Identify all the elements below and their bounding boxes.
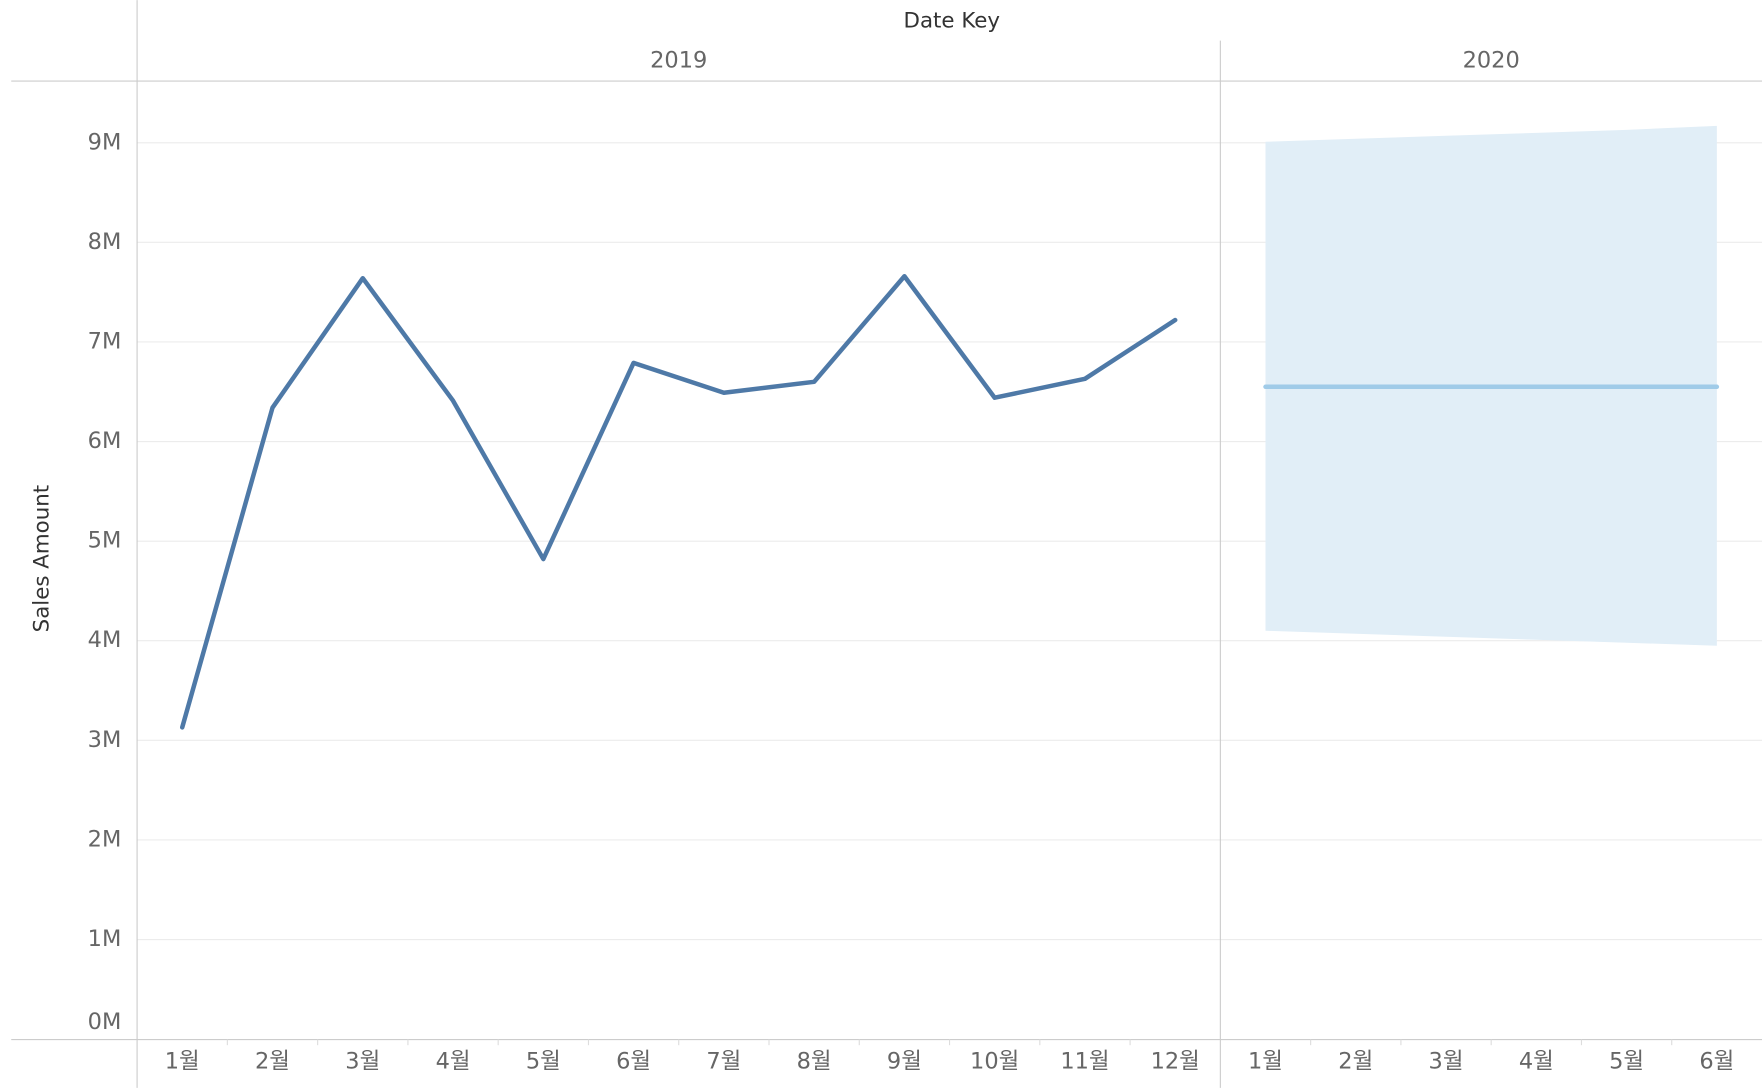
x-title: Date Key [904, 8, 1001, 33]
x-tick-label: 9월 [887, 1049, 922, 1075]
x-tick-label: 8월 [797, 1049, 832, 1075]
x-tick-label: 2월 [255, 1049, 290, 1075]
x-tick-label: 11월 [1060, 1049, 1109, 1075]
y-tick-label: 3M [88, 727, 122, 753]
x-tick-label: 3월 [1429, 1049, 1464, 1075]
y-tick-label: 8M [88, 229, 122, 255]
x-tick-label: 6월 [1699, 1049, 1734, 1075]
year-label: 2019 [650, 47, 707, 73]
year-label: 2020 [1463, 47, 1520, 73]
y-title: Sales Amount [30, 485, 55, 632]
y-tick-label: 5M [88, 528, 122, 554]
y-tick-label: 9M [88, 129, 122, 155]
y-tick-label: 2M [88, 826, 122, 852]
x-tick-label: 1월 [165, 1049, 200, 1075]
x-tick-label: 4월 [436, 1049, 471, 1075]
y-tick-label: 7M [88, 328, 122, 354]
x-tick-label: 1월 [1248, 1049, 1283, 1075]
x-tick-label: 2월 [1338, 1049, 1373, 1075]
x-tick-label: 5월 [526, 1049, 561, 1075]
x-tick-label: 12월 [1151, 1049, 1200, 1075]
y-tick-label: 0M [88, 1009, 122, 1035]
x-tick-label: 3월 [345, 1049, 380, 1075]
y-tick-label: 6M [88, 428, 122, 454]
y-tick-label: 4M [88, 627, 122, 653]
line [179, 273, 1178, 730]
y-tick-label: 1M [88, 926, 122, 952]
x-tick-label: 7월 [706, 1049, 741, 1075]
x-tick-label: 10월 [970, 1049, 1019, 1075]
x-tick-label: 4월 [1519, 1049, 1554, 1075]
x-tick-label: 6월 [616, 1049, 651, 1075]
x-tick-label: 5월 [1609, 1049, 1644, 1075]
